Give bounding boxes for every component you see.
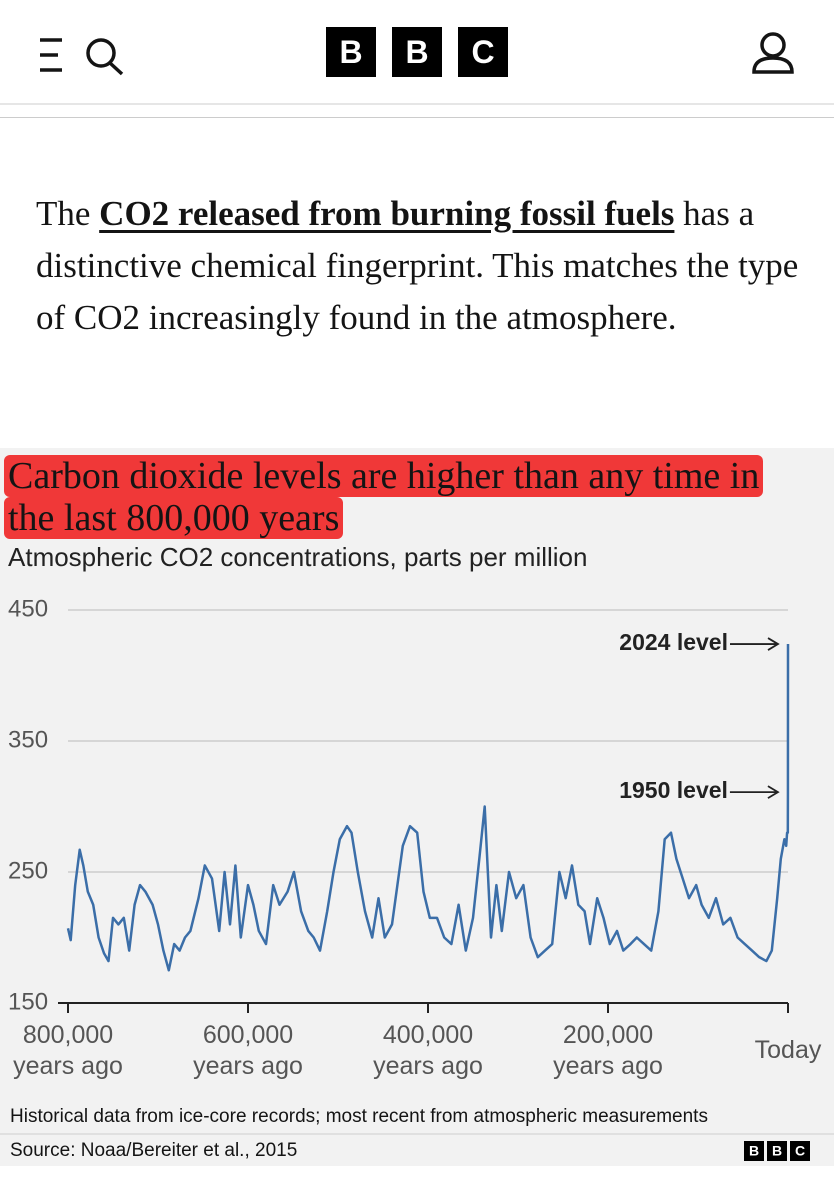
chart-background <box>0 448 834 1166</box>
line-series <box>66 644 790 972</box>
x-tick-label: 400,000 years ago <box>373 1021 483 1080</box>
header-icons <box>0 32 834 105</box>
x-tick-label: 800,000 years ago <box>13 1021 123 1080</box>
logo-letter: C <box>795 1143 805 1159</box>
chart-title: Carbon dioxide levels are higher than an… <box>4 455 774 539</box>
annotation-arrow <box>729 785 780 799</box>
logo-letter[interactable]: C <box>458 27 508 77</box>
y-tick-label: 250 <box>8 857 48 884</box>
divider <box>0 117 834 118</box>
y-tick-label: 150 <box>8 988 48 1015</box>
chart-source: Source: Noaa/Bereiter et al., 2015 <box>10 1140 297 1161</box>
text: has a distinctive chemical fingerprint. … <box>36 194 799 337</box>
annotation-arrow <box>730 637 780 651</box>
logo-letter: B <box>749 1143 759 1159</box>
logo-letter[interactable]: B <box>326 27 376 77</box>
x-tick-label: Today <box>755 1036 822 1064</box>
logo-letter: B <box>772 1143 782 1159</box>
chart-note: Historical data from ice-core records; m… <box>10 1106 708 1127</box>
chart-subtitle: Atmospheric CO2 concentrations, parts pe… <box>8 542 587 572</box>
annotation: 2024 level <box>619 629 728 655</box>
x-tick-label: 200,000 years ago <box>553 1021 663 1080</box>
paragraph: The CO2 released from burning fossil fue… <box>36 188 806 344</box>
x-tick-label: 600,000 years ago <box>193 1021 303 1080</box>
menu-search-icon[interactable] <box>40 38 124 76</box>
logo-letter[interactable]: B <box>392 27 442 77</box>
link[interactable]: CO2 released from burning fossil fuels <box>99 194 675 233</box>
text: The <box>36 194 100 233</box>
annotation: 1950 level <box>619 777 728 803</box>
account-icon[interactable] <box>752 32 794 74</box>
y-tick-label: 450 <box>8 595 48 622</box>
y-tick-label: 350 <box>8 726 48 753</box>
footer-logo: B B C <box>744 1141 810 1161</box>
